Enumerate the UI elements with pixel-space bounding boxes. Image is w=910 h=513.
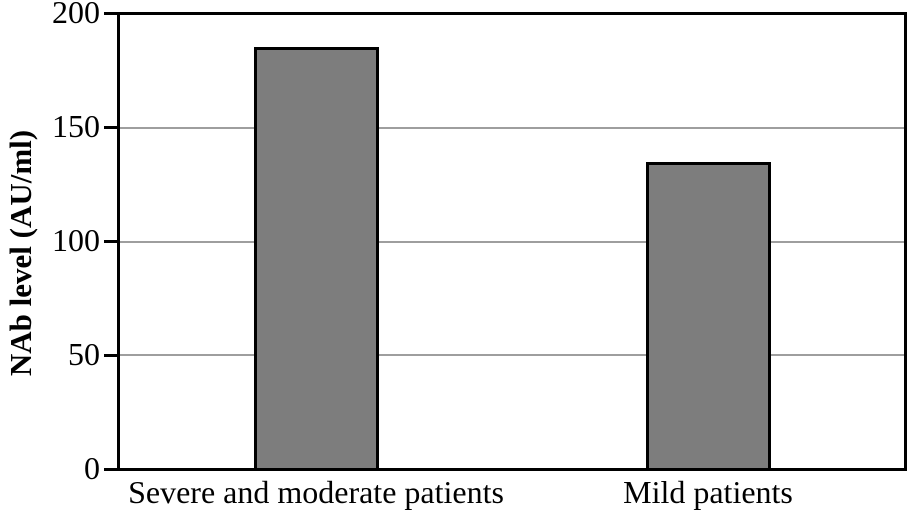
bar-1	[253, 46, 379, 468]
y-tick-mark-0	[104, 468, 117, 471]
gridline-100	[120, 240, 904, 243]
y-tick-label-50: 50	[68, 335, 100, 372]
y-tick-mark-150	[104, 126, 117, 129]
plot-area	[117, 12, 907, 471]
y-tick-mark-50	[104, 354, 117, 357]
y-tick-label-200: 200	[52, 0, 100, 30]
y-tick-label-150: 150	[52, 107, 100, 144]
x-category-label-1: Severe and moderate patients	[128, 474, 504, 510]
gridline-50	[120, 353, 904, 356]
y-tick-mark-100	[104, 240, 117, 243]
gridline-150	[120, 127, 904, 130]
bar-2	[645, 162, 771, 468]
y-tick-label-0: 0	[84, 449, 100, 486]
y-tick-label-100: 100	[52, 221, 100, 258]
x-category-label-2: Mild patients	[623, 474, 793, 510]
y-tick-mark-200	[104, 12, 117, 15]
